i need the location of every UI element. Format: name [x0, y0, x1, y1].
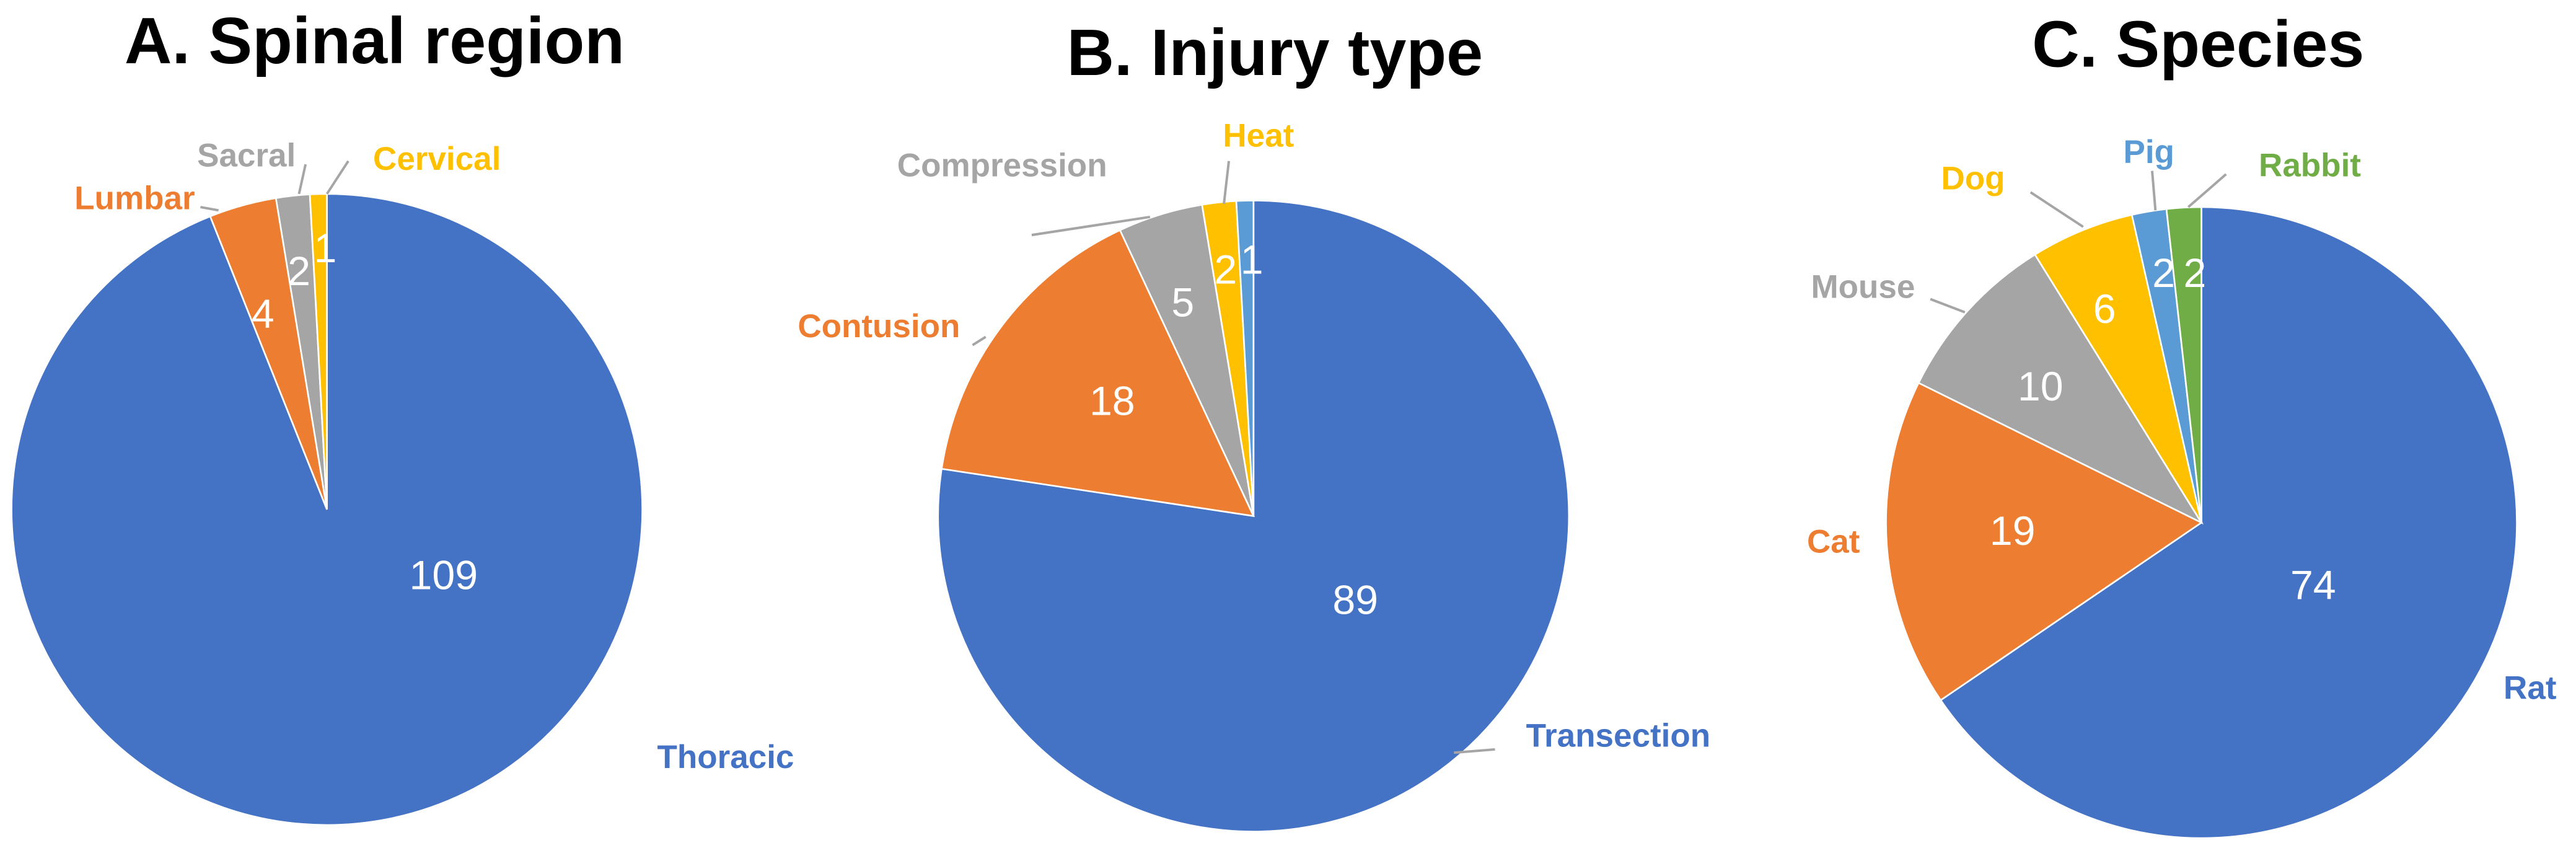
pie-slice	[937, 200, 1570, 833]
leader-line	[297, 164, 307, 195]
leader-line	[1454, 748, 1495, 754]
value-label: 109	[410, 553, 478, 599]
leader-line	[2187, 173, 2227, 208]
pie-slice	[1917, 253, 2204, 525]
pie-slice	[2165, 206, 2202, 523]
leader-line	[1031, 215, 1151, 237]
value-label: 1	[314, 226, 336, 272]
value-label: 2	[2184, 250, 2207, 296]
value-label: 2	[2152, 250, 2175, 296]
pie-slice	[309, 193, 328, 510]
category-label: Lumbar	[74, 180, 195, 216]
value-label: 2	[288, 249, 310, 294]
category-label: Dog	[1941, 161, 2005, 197]
leader-line	[2151, 170, 2157, 211]
value-label: 6	[2093, 286, 2116, 332]
value-label: 18	[1089, 379, 1135, 425]
value-label: 2	[1214, 247, 1237, 293]
category-label: Cervical	[373, 141, 501, 177]
category-label: Compression	[897, 147, 1107, 183]
value-label: 74	[2290, 563, 2336, 609]
chart-title: A. Spinal region	[125, 4, 625, 77]
category-label: Transection	[1526, 717, 1711, 754]
leader-line	[325, 160, 349, 195]
pie-slice	[1885, 381, 2204, 702]
category-label: Rat	[2503, 669, 2556, 706]
leader-line	[2029, 191, 2084, 228]
value-label: 4	[252, 291, 275, 337]
value-label: 1	[1241, 237, 1264, 283]
category-label: Sacral	[197, 138, 296, 174]
value-label: 5	[1171, 280, 1194, 326]
leader-line	[1930, 298, 1966, 314]
leader-line	[972, 335, 987, 347]
category-label: Cat	[1807, 524, 1860, 560]
leader-line	[1223, 161, 1231, 204]
category-label: Heat	[1223, 118, 1294, 154]
leader-line	[200, 206, 219, 212]
chart-title: B. Injury type	[1066, 16, 1483, 89]
category-label: Pig	[2123, 134, 2174, 170]
pie-slice	[941, 229, 1255, 518]
category-label: Contusion	[798, 308, 960, 345]
pie-slice	[1939, 206, 2518, 839]
pie-slice	[2034, 214, 2202, 523]
value-label: 10	[2018, 364, 2064, 410]
pie-slice	[1235, 200, 1255, 516]
value-label: 89	[1332, 577, 1378, 623]
category-label: Rabbit	[2259, 147, 2361, 183]
category-label: Thoracic	[657, 739, 794, 775]
chart-title: C. Species	[2032, 8, 2364, 81]
value-label: 19	[1990, 508, 2036, 554]
category-label: Mouse	[1811, 269, 1915, 306]
